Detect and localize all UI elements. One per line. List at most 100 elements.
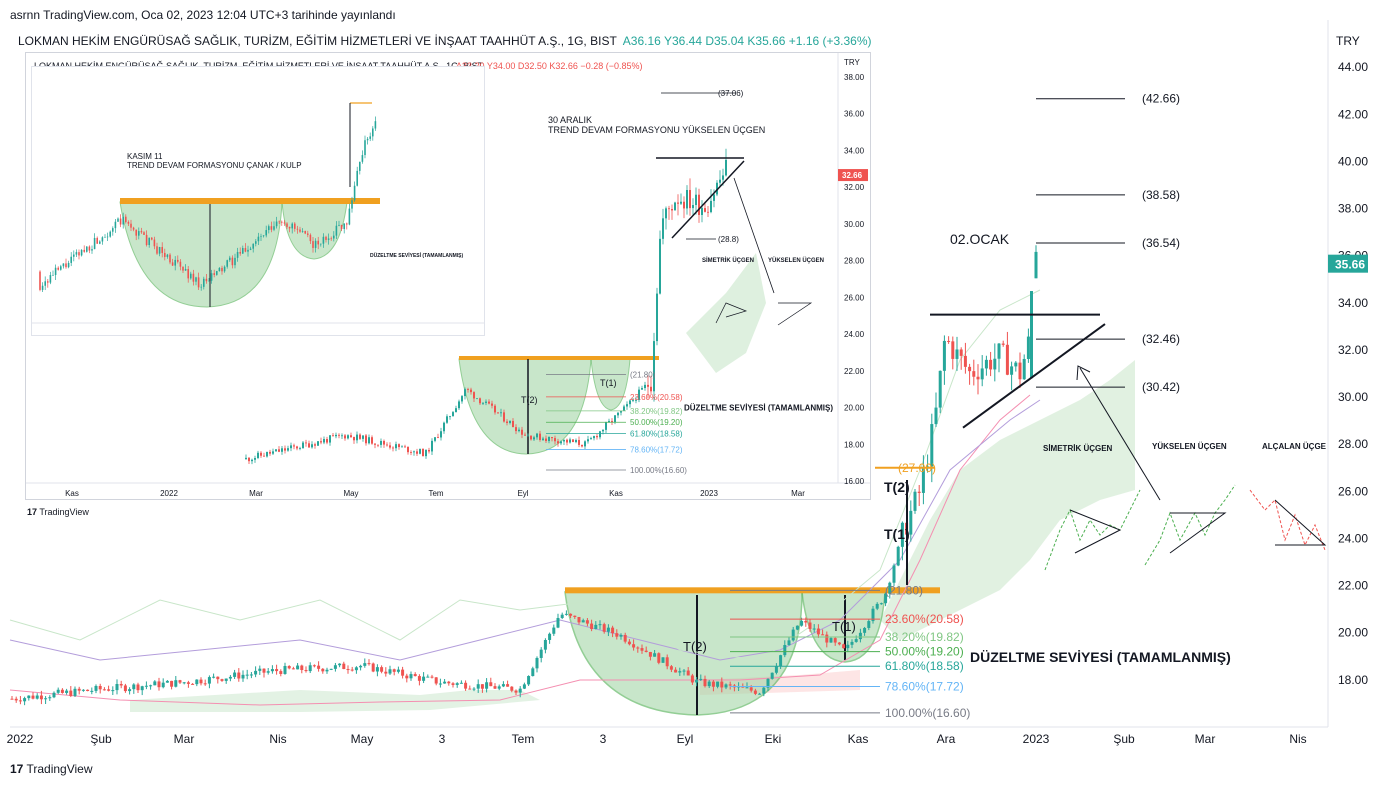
x-tick-label: Ara <box>937 732 956 746</box>
candle-body <box>195 679 199 685</box>
inset-y-tick: 18.00 <box>844 440 865 449</box>
inset-candle-body <box>710 200 712 213</box>
candle-body <box>808 622 812 629</box>
inset-note-text: TREND DEVAM FORMASYONU YÜKSELEN ÜÇGEN <box>548 125 765 135</box>
handle-t1-label: T(1) <box>832 619 856 634</box>
inset-candle-body <box>251 459 253 462</box>
small-candle-body <box>356 170 358 186</box>
fib-level-label: 100.00%(16.60) <box>885 706 970 720</box>
inset-candle-body <box>299 448 301 449</box>
sym-triangle-shape <box>1069 509 1122 554</box>
candle-body <box>968 366 972 372</box>
small-candle-body <box>361 155 364 162</box>
candle-body <box>821 634 825 636</box>
x-tick-label: Eyl <box>677 732 694 746</box>
small-candle-body <box>325 236 327 240</box>
inset-candle-body <box>479 398 481 404</box>
candle-body <box>308 665 312 672</box>
candle-body <box>884 593 888 604</box>
candle-body <box>304 670 308 672</box>
candle-body <box>73 688 77 696</box>
candle-body <box>867 621 871 628</box>
inset-candle-body <box>347 435 349 439</box>
candle-body <box>459 682 463 684</box>
candle-body <box>590 623 594 630</box>
small-candle-body <box>156 246 158 254</box>
inset-fib-label: 78.60%(17.72) <box>630 445 683 454</box>
candle-body <box>816 628 820 635</box>
candle-body <box>212 676 216 678</box>
candle-body <box>539 649 543 658</box>
small-candle-body <box>338 224 340 226</box>
small-candle-body <box>182 266 184 271</box>
symbol-legend: LOKMAN HEKİM ENGÜRÜSAĞ SAĞLIK, TURİZM, E… <box>18 34 872 48</box>
candle-body <box>711 681 715 687</box>
candle-body <box>661 657 665 663</box>
inset-candle-body <box>476 398 478 400</box>
candle-body <box>1014 362 1018 367</box>
candle-body <box>237 672 241 679</box>
candle-body <box>380 667 384 672</box>
inset-cloud <box>686 253 766 373</box>
candle-body <box>863 627 867 633</box>
candle-body <box>367 663 371 665</box>
inset-candle-body <box>665 208 667 219</box>
candle-body <box>102 689 106 691</box>
small-candle-body <box>236 251 239 258</box>
inset-candle-body <box>473 392 475 399</box>
inset-candle-body <box>443 422 445 432</box>
inset-target1: (37.06) <box>718 89 744 98</box>
inset-x-tick: May <box>343 489 358 498</box>
candle-body <box>598 624 602 626</box>
candle-body <box>342 663 346 670</box>
inset-candle-body <box>566 439 568 443</box>
candle-body <box>560 614 564 618</box>
candle-body <box>795 625 799 630</box>
candle-body <box>23 698 27 702</box>
small-candle-body <box>317 240 319 245</box>
small-candle-body <box>372 128 374 137</box>
small-candle-body <box>73 254 75 257</box>
cup-t2-label: T(2) <box>683 639 707 654</box>
inset-y-tick: 38.00 <box>844 73 865 82</box>
fib-level-label: 78.60%(17.72) <box>885 679 964 693</box>
target-level-label: (32.46) <box>1142 332 1180 346</box>
inset-candle-body <box>599 431 601 438</box>
small-candle-body <box>301 231 304 232</box>
candle-body <box>401 669 405 676</box>
inset-candle-body <box>647 384 649 387</box>
candle-body <box>556 617 560 628</box>
candle-body <box>333 665 337 669</box>
inset-candle-body <box>533 437 535 440</box>
inset-candle-body <box>515 427 517 432</box>
candle-body <box>594 624 598 630</box>
small-candle-body <box>359 161 361 171</box>
inset-candle-body <box>356 434 358 441</box>
candle-body <box>989 359 993 370</box>
small-candle-body <box>234 257 236 266</box>
inset-candle-body <box>431 440 433 452</box>
inset-candle-body <box>716 182 718 195</box>
candle-body <box>359 665 363 668</box>
small-candle-body <box>80 249 83 256</box>
inset-price-badge <box>838 169 868 182</box>
candle-body <box>1005 344 1009 375</box>
inset-candle-body <box>674 202 676 211</box>
candle-body <box>447 681 451 684</box>
small-candle-body <box>262 235 265 237</box>
candle-body <box>262 668 266 673</box>
inset-fib-label: 61.80%(18.58) <box>630 430 683 439</box>
candle-body <box>338 663 342 666</box>
fib-level-label: (21.80) <box>885 583 923 597</box>
inset-candle-body <box>680 201 682 204</box>
candle-body <box>296 665 300 670</box>
candle-body <box>119 683 123 686</box>
small-candle-body <box>99 241 101 244</box>
candle-body <box>174 680 178 687</box>
candle-body <box>716 681 720 687</box>
inset-candle-body <box>701 208 703 215</box>
small-candle-body <box>119 218 122 225</box>
inset-candle-body <box>293 445 295 447</box>
inset-candle-body <box>518 429 520 432</box>
